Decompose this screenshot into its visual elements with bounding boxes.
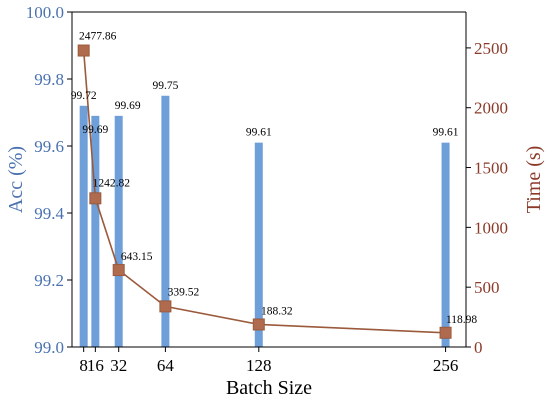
x-tick-label: 16 [87,356,104,375]
bar-value-label: 99.61 [246,127,272,139]
right-axis-ticks: 0 500 1000 1500 2000 2500 [466,39,508,357]
x-tick-label: 64 [157,356,175,375]
bar-value-label: 99.61 [433,127,459,139]
time-value-label: 643.15 [121,251,153,263]
right-tick-label: 2000 [474,99,508,118]
time-marker-32 [112,264,125,277]
x-axis-label: Batch Size [226,377,312,399]
left-tick-label: 99.2 [34,271,64,290]
left-axis-ticks: 99.0 99.2 99.4 99.6 99.8 100.0 [26,3,72,357]
left-tick-label: 99.6 [34,137,64,156]
time-value-label: 188.32 [261,305,293,317]
time-line [82,50,446,334]
time-marker-16 [89,192,102,205]
time-marker-256 [439,326,452,339]
right-axis-label: Time (s) [523,146,545,214]
x-tick-label: 256 [433,356,459,375]
right-tick-label: 0 [474,338,483,357]
bar-value-label: 99.69 [115,100,141,112]
time-marker-8 [77,44,90,57]
time-value-label: 1242.82 [93,177,131,189]
x-axis-ticks: 816 32 64 128 256 [79,347,458,375]
bar-256 [441,142,450,347]
bar-16 [91,115,100,347]
bar-64 [161,95,170,347]
bar-8 [79,105,88,347]
time-value-label: 339.52 [168,286,200,298]
bar-128 [254,142,263,347]
plot-frame [71,11,467,348]
bar-series [79,95,450,347]
left-tick-label: 100.0 [26,3,64,22]
right-tick-label: 500 [474,278,500,297]
left-tick-label: 99.4 [34,204,64,223]
line-series [77,44,452,339]
bar-value-label: 99.75 [152,80,178,92]
left-tick-label: 99.0 [34,338,64,357]
x-tick-label: 32 [110,356,127,375]
left-axis-label: Acc (%) [5,146,27,213]
time-marker-64 [159,300,172,313]
x-tick-label: 128 [246,356,272,375]
bar-data-labels: 99.72 99.69 99.69 99.75 99.61 99.61 [71,80,459,139]
right-tick-label: 1000 [474,218,508,237]
right-tick-label: 2500 [474,39,508,58]
time-value-label: 2477.86 [79,31,117,43]
time-value-label: 118.98 [446,314,477,326]
time-marker-128 [252,318,265,331]
bar-32 [114,115,123,347]
line-data-labels: 2477.86 1242.82 643.15 339.52 188.32 118.98 [79,31,477,326]
bar-value-label: 99.72 [71,90,97,102]
x-tick-label: 8 [79,356,88,375]
right-tick-label: 1500 [474,159,508,178]
left-tick-label: 99.8 [34,70,64,89]
bar-value-label: 99.69 [82,124,108,136]
